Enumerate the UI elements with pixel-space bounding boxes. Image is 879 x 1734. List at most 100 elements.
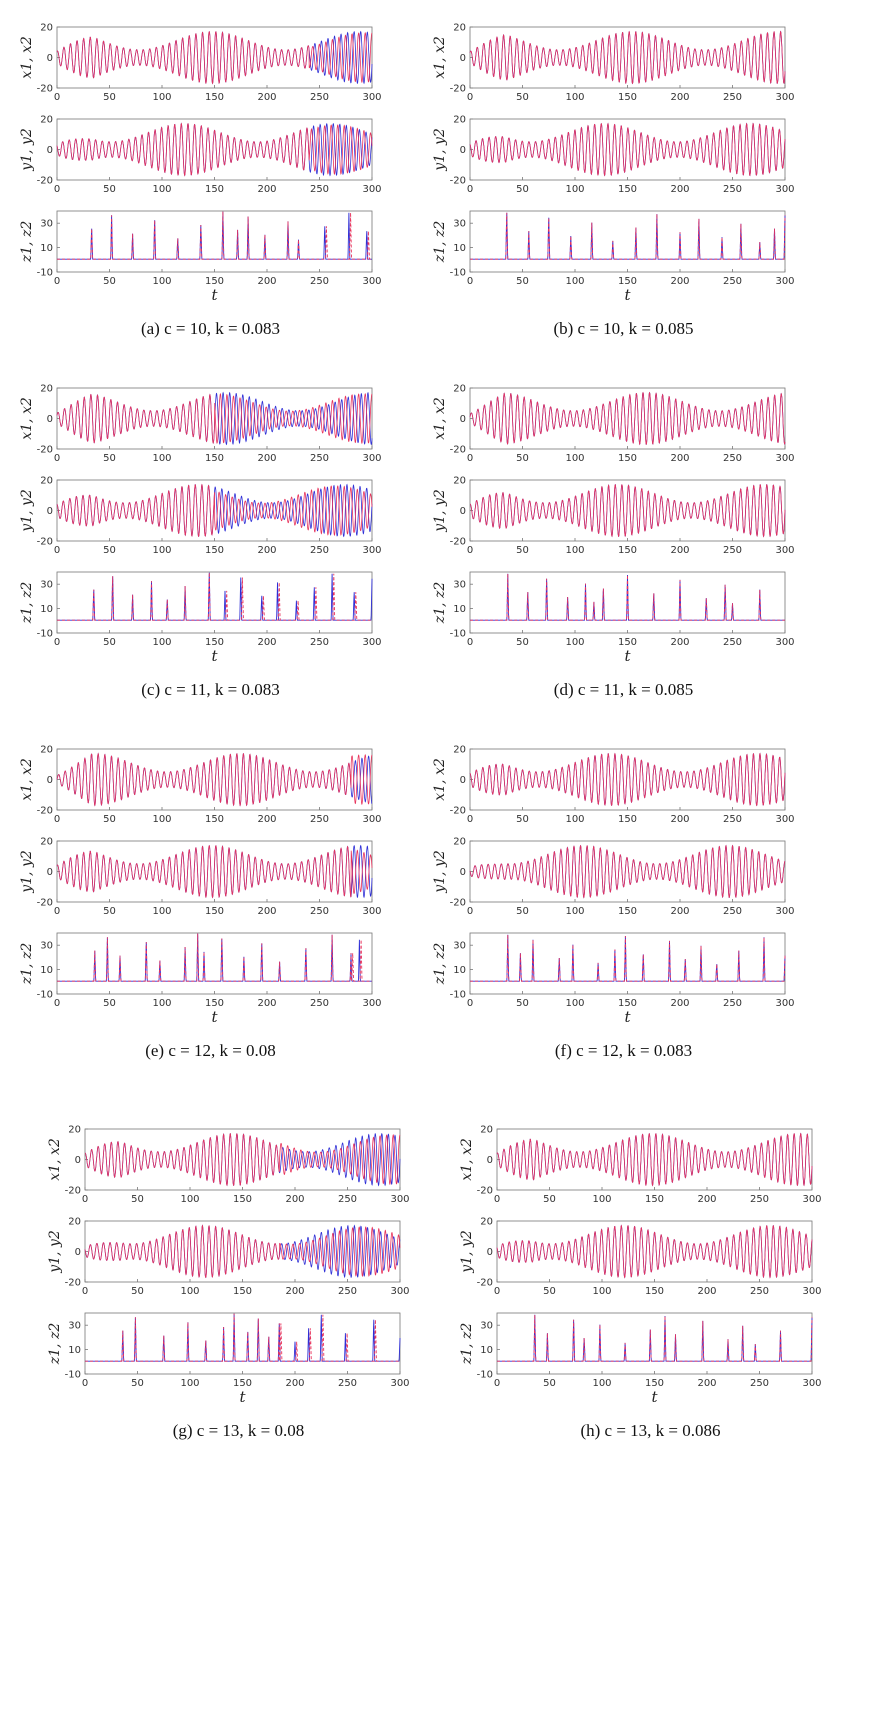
x-tick-label: 300 xyxy=(362,184,381,195)
axes-frame xyxy=(469,932,786,995)
x-tick-label: 100 xyxy=(592,1378,611,1389)
x-tick-label: 250 xyxy=(723,814,742,825)
series-2-line xyxy=(469,122,786,177)
x-axis-label: t xyxy=(211,1008,218,1026)
x-tick-label: 0 xyxy=(494,1378,500,1389)
series-2-line xyxy=(57,211,372,260)
x-tick-label: 0 xyxy=(54,814,60,825)
x-tick-label: 150 xyxy=(205,545,224,556)
x-tick-label: 200 xyxy=(670,906,689,917)
y-tick-label: 10 xyxy=(40,604,53,615)
series-1-line xyxy=(84,1224,401,1279)
x-tick-label: 100 xyxy=(152,545,171,556)
y-tick-label: 0 xyxy=(47,775,53,786)
x-tick-label: 150 xyxy=(645,1194,664,1205)
y-tick-label: 0 xyxy=(487,1247,493,1258)
x-tick-label: 300 xyxy=(775,906,794,917)
y-tick-label: 30 xyxy=(40,219,53,230)
y-axis-label: x1, x2 xyxy=(432,397,448,440)
y-tick-label: 0 xyxy=(47,506,53,517)
x-tick-label: 100 xyxy=(565,906,584,917)
y-tick-label: 20 xyxy=(453,115,466,126)
y-tick-label: -20 xyxy=(37,84,53,95)
x-tick-label: 250 xyxy=(310,637,329,648)
y-tick-label: 20 xyxy=(453,745,466,756)
x-tick-label: 200 xyxy=(285,1194,304,1205)
x-tick-label: 300 xyxy=(362,453,381,464)
x-tick-label: 250 xyxy=(723,453,742,464)
x-tick-label: 100 xyxy=(152,637,171,648)
x-tick-label: 0 xyxy=(467,906,473,917)
x-tick-label: 0 xyxy=(54,545,60,556)
x-tick-label: 50 xyxy=(543,1286,556,1297)
x-tick-label: 300 xyxy=(775,998,794,1009)
y-axis-label: y1, y2 xyxy=(432,128,448,172)
x-tick-label: 250 xyxy=(723,184,742,195)
x-tick-label: 50 xyxy=(103,637,116,648)
x-tick-label: 200 xyxy=(285,1378,304,1389)
y-tick-label: 20 xyxy=(40,837,53,848)
x-tick-label: 150 xyxy=(618,92,637,103)
y-tick-label: -20 xyxy=(37,806,53,817)
x-tick-label: 200 xyxy=(670,814,689,825)
series-2-line xyxy=(469,483,786,538)
subfigure-caption: (g) c = 13, k = 0.08 xyxy=(173,1421,305,1440)
x-tick-label: 0 xyxy=(54,184,60,195)
y-axis-label: z1, z2 xyxy=(19,221,35,264)
y-tick-label: 0 xyxy=(460,867,466,878)
y-tick-label: 0 xyxy=(47,867,53,878)
x-tick-label: 250 xyxy=(338,1194,357,1205)
subfigure-caption: (a) c = 10, k = 0.083 xyxy=(141,319,280,338)
x-tick-label: 300 xyxy=(362,998,381,1009)
series-2-line xyxy=(470,934,786,982)
axes-frame xyxy=(84,1128,401,1191)
x-tick-label: 50 xyxy=(543,1378,556,1389)
x-axis-label: t xyxy=(211,647,218,665)
x-tick-label: 50 xyxy=(103,998,116,1009)
y-axis-label: x1, x2 xyxy=(19,397,35,440)
subfigure-caption: (c) c = 11, k = 0.083 xyxy=(141,680,279,699)
x-tick-label: 300 xyxy=(775,92,794,103)
x-tick-label: 150 xyxy=(205,92,224,103)
x-tick-label: 0 xyxy=(54,276,60,287)
series-2-line xyxy=(84,1224,401,1279)
y-tick-label: 0 xyxy=(460,506,466,517)
y-axis-label: z1, z2 xyxy=(47,1323,63,1366)
x-axis-label: t xyxy=(211,286,218,304)
x-tick-label: 200 xyxy=(697,1378,716,1389)
x-tick-label: 50 xyxy=(103,453,116,464)
subfigure-caption: (h) c = 13, k = 0.086 xyxy=(580,1421,720,1440)
x-tick-label: 100 xyxy=(565,276,584,287)
x-tick-label: 200 xyxy=(670,276,689,287)
series-2-line xyxy=(497,1314,813,1362)
series-2-line xyxy=(496,1224,813,1279)
x-tick-label: 150 xyxy=(618,906,637,917)
y-tick-label: 30 xyxy=(40,941,53,952)
x-tick-label: 150 xyxy=(618,998,637,1009)
x-tick-label: 150 xyxy=(205,998,224,1009)
y-tick-label: -10 xyxy=(450,268,466,279)
y-tick-label: 30 xyxy=(453,941,466,952)
series-2-line xyxy=(469,391,786,446)
axes-frame xyxy=(496,1312,813,1375)
y-tick-label: 30 xyxy=(480,1321,493,1332)
y-tick-label: 10 xyxy=(453,243,466,254)
x-tick-label: 250 xyxy=(310,276,329,287)
x-tick-label: 300 xyxy=(802,1286,821,1297)
series-2-line xyxy=(56,393,373,445)
series-2-line xyxy=(57,933,372,982)
x-tick-label: 300 xyxy=(775,453,794,464)
series-2-line xyxy=(469,752,786,807)
y-tick-label: 20 xyxy=(40,476,53,487)
x-tick-label: 300 xyxy=(362,92,381,103)
y-tick-label: -20 xyxy=(450,806,466,817)
x-tick-label: 150 xyxy=(205,184,224,195)
